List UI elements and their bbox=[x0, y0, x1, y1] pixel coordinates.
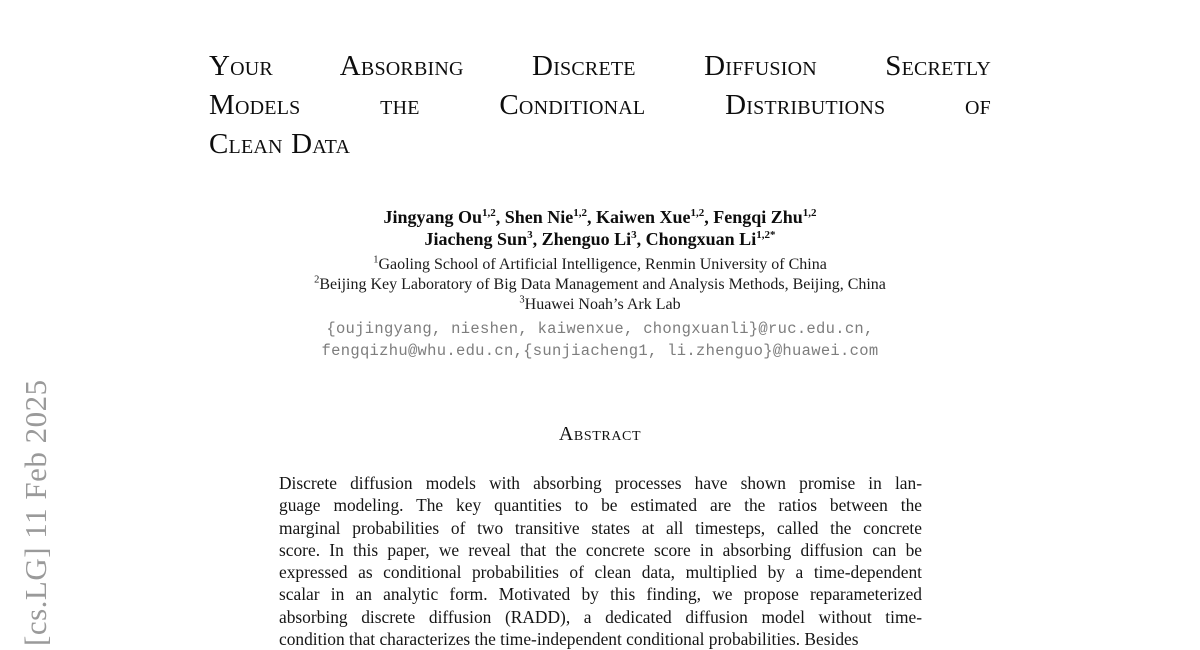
affiliations-block: 1Gaoling School of Artificial Intelligen… bbox=[100, 255, 1100, 315]
author-affil-marker: 3 bbox=[527, 229, 533, 241]
affiliation-item: 3Huawei Noah’s Ark Lab bbox=[100, 295, 1100, 315]
author-name: Zhenguo Li bbox=[541, 229, 632, 249]
author-name: Kaiwen Xue bbox=[596, 207, 691, 227]
author-name: Jingyang Ou bbox=[383, 207, 482, 227]
arxiv-stamp: [cs.LG] 11 Feb 2025 bbox=[0, 0, 70, 648]
title-line-2: Models the Conditional Distributions of bbox=[209, 89, 991, 121]
arxiv-stamp-text: [cs.LG] 11 Feb 2025 bbox=[17, 379, 53, 646]
abstract-line: score. In this paper, we reveal that the… bbox=[279, 539, 922, 560]
abstract-line: guage modeling. The key quantities to be… bbox=[279, 495, 922, 516]
affiliation-marker: 1 bbox=[373, 254, 379, 266]
author-affil-marker: 1,2 bbox=[481, 207, 496, 219]
affiliation-text: Gaoling School of Artificial Intelligenc… bbox=[378, 256, 827, 273]
abstract-line: condition that characterizes the time-in… bbox=[279, 629, 859, 650]
author-affil-marker: 1,2 bbox=[690, 207, 705, 219]
author-affil-marker: 1,2 bbox=[802, 207, 817, 219]
emails-block: {oujingyang, nieshen, kaiwenxue, chongxu… bbox=[100, 318, 1100, 362]
abstract-line: absorbing discrete diffusion (RADD), a d… bbox=[279, 606, 922, 627]
author-affil-marker: 1,2* bbox=[756, 229, 776, 241]
affiliation-text: Beijing Key Laboratory of Big Data Manag… bbox=[319, 276, 886, 293]
author-name: Fengqi Zhu bbox=[713, 207, 803, 227]
author-affil-marker: 3 bbox=[631, 229, 637, 241]
abstract-line: expressed as conditional probabilities o… bbox=[279, 562, 922, 583]
affiliation-text: Huawei Noah’s Ark Lab bbox=[524, 296, 681, 313]
abstract-heading: Abstract bbox=[558, 423, 642, 445]
author-name: Shen Nie bbox=[504, 207, 574, 227]
authors-block: Jingyang Ou1,2, Shen Nie1,2, Kaiwen Xue1… bbox=[100, 206, 1100, 250]
title-line-3: Clean Data bbox=[209, 128, 351, 160]
email-line-2[interactable]: fengqizhu@whu.edu.cn,{sunjiacheng1, li.z… bbox=[321, 342, 879, 360]
page-title: Your Absorbing Discrete Diffusion Secret… bbox=[209, 47, 991, 164]
affiliation-marker: 2 bbox=[314, 274, 320, 286]
abstract-line: Discrete diffusion models with absorbing… bbox=[279, 473, 922, 493]
author-affil-marker: 1,2 bbox=[573, 207, 587, 219]
abstract-line: marginal probabilities of two transitive… bbox=[279, 517, 922, 538]
title-line-1: Your Absorbing Discrete Diffusion Secret… bbox=[209, 50, 991, 82]
abstract-line: scalar in an analytic form. Motivated by… bbox=[279, 584, 922, 605]
author-line-2: Jiacheng Sun3, Zhenguo Li3, Chongxuan Li… bbox=[424, 229, 776, 249]
affiliation-item: 2Beijing Key Laboratory of Big Data Mana… bbox=[100, 275, 1100, 295]
affiliation-item: 1Gaoling School of Artificial Intelligen… bbox=[100, 255, 1100, 275]
affiliation-marker: 3 bbox=[519, 294, 525, 306]
email-line-1[interactable]: {oujingyang, nieshen, kaiwenxue, chongxu… bbox=[326, 320, 874, 338]
author-line-1: Jingyang Ou1,2, Shen Nie1,2, Kaiwen Xue1… bbox=[383, 207, 817, 227]
abstract-body: Discrete diffusion models with absorbing… bbox=[279, 472, 922, 650]
author-name: Jiacheng Sun bbox=[424, 229, 528, 249]
title-block: Your Absorbing Discrete Diffusion Secret… bbox=[209, 47, 991, 164]
author-name: Chongxuan Li bbox=[645, 229, 757, 249]
